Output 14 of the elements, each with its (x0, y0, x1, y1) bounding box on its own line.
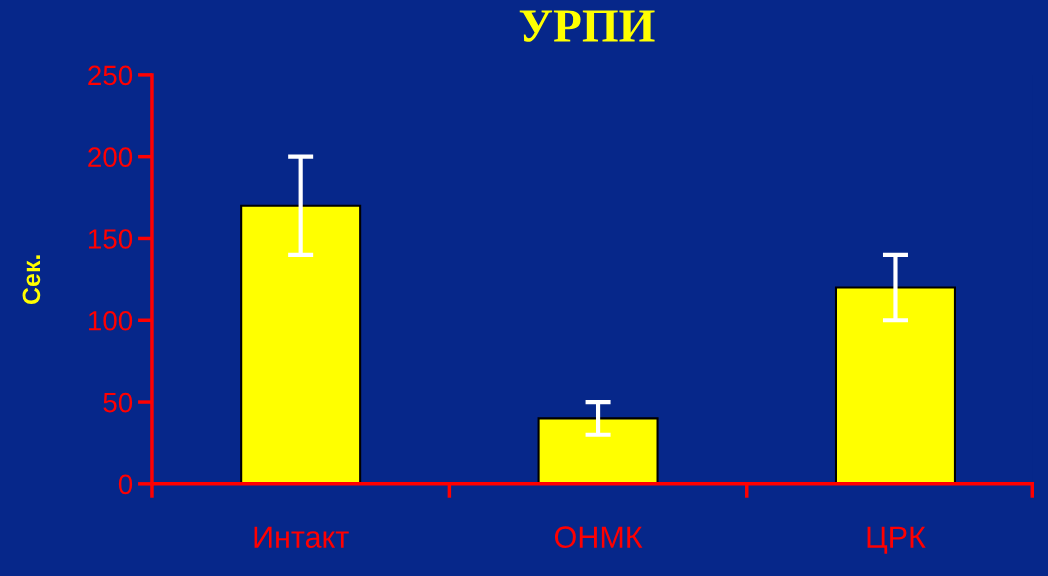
bar (240, 204, 362, 484)
chart-title: УРПИ (519, 10, 655, 42)
y-tick-label: 150 (88, 229, 133, 249)
y-tick-label: 250 (88, 65, 133, 86)
x-tick-label: Интакт (254, 526, 349, 548)
y-tick-label: 50 (103, 392, 133, 413)
y-tick-label: 0 (118, 474, 133, 495)
bar (834, 286, 956, 484)
y-tick-label: 200 (88, 147, 133, 168)
y-tick-label: 100 (88, 310, 133, 331)
bar (537, 417, 659, 484)
x-tick-label: ОНМК (554, 526, 643, 548)
y-axis-title: Сек. (22, 255, 41, 305)
x-tick-label: ЦРК (867, 526, 926, 554)
